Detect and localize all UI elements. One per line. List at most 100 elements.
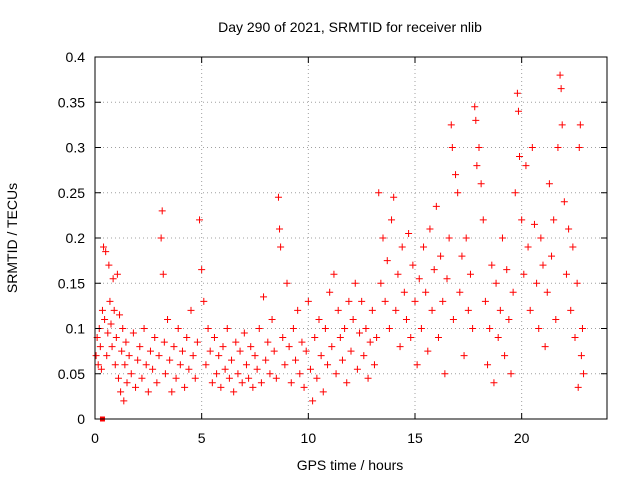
data-point: [221, 365, 229, 373]
data-point: [268, 315, 276, 323]
data-point: [198, 266, 206, 274]
data-point: [573, 279, 581, 287]
data-point: [219, 343, 227, 351]
data-point: [287, 379, 295, 387]
data-point: [364, 374, 372, 382]
data-point: [302, 347, 310, 355]
data-point: [486, 325, 494, 332]
data-point: [166, 356, 174, 364]
data-point: [157, 234, 165, 242]
data-point: [535, 325, 543, 332]
data-point: [158, 207, 166, 215]
data-point: [109, 275, 117, 283]
data-point: [228, 356, 236, 364]
data-point: [514, 107, 522, 115]
data-point: [522, 162, 530, 170]
data-point: [208, 379, 216, 387]
data-point: [326, 288, 334, 296]
data-point: [580, 370, 588, 378]
y-tick-label: 0.2: [66, 230, 86, 246]
data-point: [330, 270, 338, 278]
data-point: [134, 356, 142, 364]
x-axis-ticks: 0 5 10 15 20: [91, 57, 530, 446]
data-point: [138, 374, 146, 382]
data-point: [324, 361, 332, 369]
data-point: [300, 383, 308, 391]
data-point: [102, 248, 110, 256]
data-point: [432, 202, 440, 210]
data-point: [430, 266, 438, 274]
data-point: [223, 325, 231, 332]
data-point: [518, 216, 526, 224]
data-point: [472, 116, 480, 124]
data-point: [420, 243, 428, 251]
data-point: [477, 180, 485, 188]
data-point: [104, 329, 112, 337]
y-tick-label: 0.1: [66, 321, 86, 337]
data-point: [253, 365, 261, 373]
data-point: [422, 288, 430, 296]
data-point: [276, 225, 284, 233]
data-point: [285, 343, 293, 351]
data-points: [92, 71, 588, 422]
data-point: [317, 352, 325, 360]
data-point: [383, 257, 391, 265]
data-point: [217, 383, 225, 391]
data-point: [494, 334, 502, 342]
data-point: [347, 347, 355, 355]
data-point: [576, 121, 584, 129]
data-point: [160, 338, 168, 346]
data-point: [345, 297, 353, 305]
data-point: [496, 306, 504, 314]
data-point: [107, 320, 115, 328]
data-point: [106, 297, 114, 305]
data-point: [509, 288, 517, 296]
data-point: [366, 338, 374, 346]
data-point: [132, 383, 140, 391]
data-point: [473, 162, 481, 170]
y-axis-ticks: 0 0.05 0.1 0.15 0.2 0.25 0.3 0.35 0.4: [58, 49, 607, 427]
data-point: [439, 297, 447, 305]
data-point: [149, 365, 157, 373]
data-point: [424, 347, 432, 355]
y-tick-label: 0.05: [58, 366, 85, 382]
data-point: [452, 171, 460, 179]
data-point: [174, 325, 182, 332]
data-point: [234, 370, 242, 378]
data-point: [144, 388, 152, 396]
data-point: [574, 383, 582, 391]
data-point: [415, 275, 423, 283]
data-point: [464, 306, 472, 314]
data-point: [398, 243, 406, 251]
data-point: [356, 329, 364, 337]
data-point: [513, 89, 521, 97]
data-point: [426, 225, 434, 233]
data-point: [507, 370, 515, 378]
data-point: [96, 343, 104, 351]
data-point: [368, 306, 376, 314]
data-point: [202, 361, 210, 369]
data-point: [539, 261, 547, 269]
data-point: [255, 325, 263, 332]
data-point: [454, 189, 462, 197]
data-point: [516, 153, 524, 161]
data-point: [110, 306, 118, 314]
data-point: [462, 234, 470, 242]
data-point: [411, 297, 419, 305]
data-point: [554, 144, 562, 151]
data-point: [375, 189, 383, 197]
data-point: [97, 365, 105, 373]
data-point: [466, 270, 474, 278]
y-tick-label: 0.35: [58, 94, 85, 110]
data-point: [362, 325, 370, 332]
data-point: [443, 275, 451, 283]
data-point: [142, 361, 150, 369]
data-point: [417, 325, 425, 332]
data-point: [103, 352, 111, 360]
data-point: [113, 270, 121, 278]
data-point: [200, 297, 208, 305]
data-point: [392, 306, 400, 314]
data-point: [155, 352, 163, 360]
data-point: [321, 325, 329, 332]
